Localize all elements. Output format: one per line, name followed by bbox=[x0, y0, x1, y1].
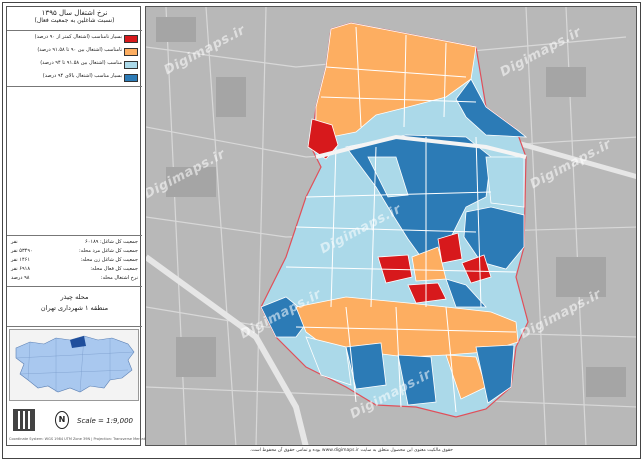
zone-red-center-c[interactable] bbox=[461, 254, 492, 284]
legend-swatch bbox=[124, 74, 138, 82]
background-blocks bbox=[156, 17, 626, 397]
legend-class-label: نامناسب (اشتغال بین ۹۰ تا ۹۱.۵۸ درصد) bbox=[37, 47, 122, 53]
stat-label: جمعیت کل شاغل: ۶۰۱۸۹ bbox=[85, 239, 138, 245]
main-map[interactable]: Digimaps.ir Digimaps.ir Digimaps.ir Digi… bbox=[145, 6, 637, 446]
stat-row: نرخ اشتغال محله: ۹۸ درصد bbox=[11, 275, 138, 284]
map-title: نرخ اشتغال سال ۱۳۹۵ (نسبت شاغلین به جمعی… bbox=[7, 7, 142, 31]
qr-code bbox=[13, 409, 35, 431]
legend-class-row: نامناسب (اشتغال بین ۹۰ تا ۹۱.۵۸ درصد) bbox=[7, 46, 142, 58]
zone-blue-center-south[interactable] bbox=[445, 278, 487, 308]
area-district: منطقه ۱ شهرداری تهران bbox=[40, 304, 109, 312]
copyright-notice: حقوق مالکیت معنوی این محصول متعلق به سای… bbox=[250, 448, 453, 453]
legend-classes: بسیار نامناسب (اشتغال کمتر از ۹۰ درصد) ن… bbox=[7, 31, 142, 87]
inset-locator-map bbox=[9, 329, 139, 401]
zone-blue-south-c[interactable] bbox=[475, 344, 515, 404]
stats-box: جمعیت کل شاغل: ۶۰۱۸۹ نفر جمعیت کل شاغل م… bbox=[7, 235, 142, 287]
legend-class-row: مناسب (اشتغال بین ۹۱.۵۸ تا ۹۴ درصد) bbox=[7, 59, 142, 71]
inset-city-outline bbox=[15, 335, 135, 393]
stat-row: جمعیت کل شاغل: ۶۰۱۸۹ نفر bbox=[11, 239, 138, 248]
north-arrow-icon: N bbox=[55, 411, 69, 429]
zone-red-center-b[interactable] bbox=[437, 232, 463, 264]
legend-swatch bbox=[124, 48, 138, 56]
legend-class-row: بسیار نامناسب (اشتغال کمتر از ۹۰ درصد) bbox=[7, 33, 142, 45]
scale-label: Scale = 1:9,000 bbox=[77, 417, 133, 425]
zone-orange-north[interactable] bbox=[315, 22, 477, 138]
area-name: محله چیذر bbox=[60, 293, 89, 301]
inset-district-lines bbox=[15, 335, 135, 393]
stat-value: ۹۸ درصد bbox=[11, 275, 30, 281]
zone-red-center-d[interactable] bbox=[407, 282, 447, 304]
stat-value: ۶۹۱۸ نفر bbox=[11, 266, 31, 272]
legend-swatch bbox=[124, 61, 138, 69]
main-road bbox=[315, 134, 527, 159]
zone-lightblue-center[interactable] bbox=[367, 156, 409, 198]
zone-lightblue-east[interactable] bbox=[485, 156, 525, 208]
legend-class-label: مناسب (اشتغال بین ۹۱.۵۸ تا ۹۴ درصد) bbox=[40, 60, 122, 66]
stat-label: جمعیت کل شاغل مرد محله: bbox=[78, 248, 138, 254]
map-svg bbox=[146, 7, 636, 445]
legend-class-label: بسیار نامناسب (اشتغال کمتر از ۹۰ درصد) bbox=[34, 34, 122, 40]
map-title-line2: (نسبت شاغلین به جمعیت فعال) bbox=[34, 17, 115, 24]
stat-row: جمعیت کل شاغل زن محله: ۱۴۶۱ نفر bbox=[11, 257, 138, 266]
stat-label: جمعیت کل فعال محله: bbox=[90, 266, 138, 272]
stat-label: جمعیت کل شاغل زن محله: bbox=[80, 257, 138, 263]
zone-blue-northeast[interactable] bbox=[455, 78, 528, 138]
map-footer: N Scale = 1:9,000 Coordinate System: WGS… bbox=[7, 403, 149, 447]
internal-streets bbox=[285, 26, 517, 413]
legend-class-label: بسیار مناسب (اشتغال بالای ۹۴ درصد) bbox=[42, 73, 122, 79]
inset-svg bbox=[15, 335, 135, 393]
legend-swatch bbox=[124, 35, 138, 43]
stat-row: جمعیت کل شاغل مرد محله: ۵۳۴۹۰ نفر bbox=[11, 248, 138, 257]
stat-value: ۱۴۶۱ نفر bbox=[11, 257, 31, 263]
zone-lightblue-southwest[interactable] bbox=[305, 336, 352, 386]
stat-value: نفر bbox=[11, 239, 18, 245]
inset-highlight-area bbox=[70, 336, 86, 348]
legend-class-row: بسیار مناسب (اشتغال بالای ۹۴ درصد) bbox=[7, 72, 142, 84]
stat-row: جمعیت کل فعال محله: ۶۹۱۸ نفر bbox=[11, 266, 138, 275]
map-title-line1: نرخ اشتغال سال ۱۳۹۵ bbox=[41, 9, 108, 17]
stat-value: ۵۳۴۹۰ نفر bbox=[11, 248, 33, 254]
projection-note: Coordinate System: WGS 1984 UTM Zone 39N… bbox=[9, 437, 149, 441]
highway bbox=[146, 254, 309, 445]
stat-label: نرخ اشتغال محله: bbox=[100, 275, 138, 281]
legend-panel: نرخ اشتغال سال ۱۳۹۵ (نسبت شاغلین به جمعی… bbox=[6, 6, 149, 447]
area-info: محله چیذر منطقه ۱ شهرداری تهران bbox=[7, 287, 142, 327]
zone-blue-south-b[interactable] bbox=[397, 354, 437, 406]
